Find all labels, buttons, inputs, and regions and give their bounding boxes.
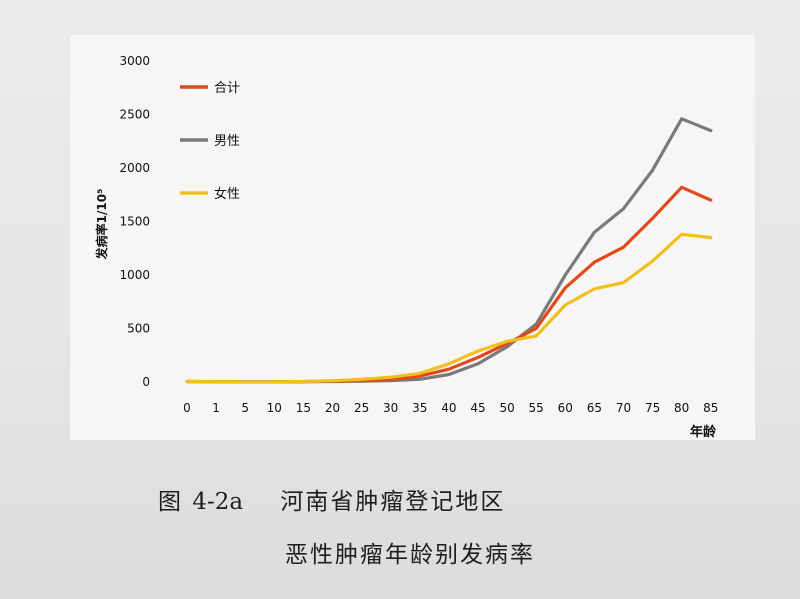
legend-label: 男性: [214, 134, 240, 149]
x-tick-label: 30: [383, 401, 398, 415]
y-tick-label: 0: [142, 375, 150, 389]
series-line-1: [185, 185, 713, 384]
figure-caption-line2: 恶性肿瘤年龄别发病率: [285, 535, 535, 569]
x-tick-label: 85: [703, 401, 718, 415]
series-lines: [185, 117, 713, 384]
caption-label: 图: [158, 489, 183, 515]
x-tick-label: 20: [325, 401, 340, 415]
x-tick-label: 70: [616, 401, 631, 415]
x-tick-label: 15: [296, 401, 311, 415]
x-tick-label: 10: [267, 401, 282, 415]
x-tick-label: 1: [212, 401, 220, 415]
x-axis-label: 年龄: [690, 424, 717, 440]
y-tick-label: 1000: [119, 268, 150, 282]
y-axis: 0 500 1000 1500 2000 2500 3000: [119, 54, 150, 389]
x-tick-label: 50: [499, 401, 514, 415]
figure-caption-line1: 图 4-2a 河南省肿瘤登记地区: [158, 482, 505, 516]
y-axis-label: 发病率1/10⁵: [94, 189, 109, 261]
x-tick-label: 5: [241, 401, 249, 415]
x-axis: 0 1 5 10 15 20 25 30 35 40 45 50 55 60 65 70 75 80 85: [183, 401, 718, 415]
y-tick-label: 3000: [119, 54, 150, 68]
y-tick-label: 500: [127, 322, 150, 336]
series-line-3: [185, 232, 713, 384]
x-tick-label: 35: [412, 401, 427, 415]
y-tick-label: 2500: [119, 108, 150, 122]
x-tick-label: 0: [183, 401, 191, 415]
x-tick-label: 75: [645, 401, 660, 415]
chart-panel: [70, 35, 755, 440]
y-tick-label: 1500: [119, 215, 150, 229]
caption-text-line2: 恶性肿瘤年龄别发病率: [285, 542, 535, 568]
legend-label: 女性: [214, 186, 240, 202]
x-tick-label: 80: [674, 401, 689, 415]
legend-label: 合计: [214, 81, 240, 96]
x-tick-label: 55: [529, 401, 544, 415]
series-line-2: [185, 117, 713, 384]
x-tick-label: 65: [587, 401, 602, 415]
caption-text-line1: 河南省肿瘤登记地区: [280, 489, 506, 515]
x-tick-label: 40: [441, 401, 456, 415]
x-tick-label: 45: [470, 401, 485, 415]
x-tick-label: 60: [558, 401, 573, 415]
caption-number: 4-2a: [192, 489, 244, 515]
x-tick-label: 25: [354, 401, 369, 415]
y-tick-label: 2000: [119, 161, 150, 175]
